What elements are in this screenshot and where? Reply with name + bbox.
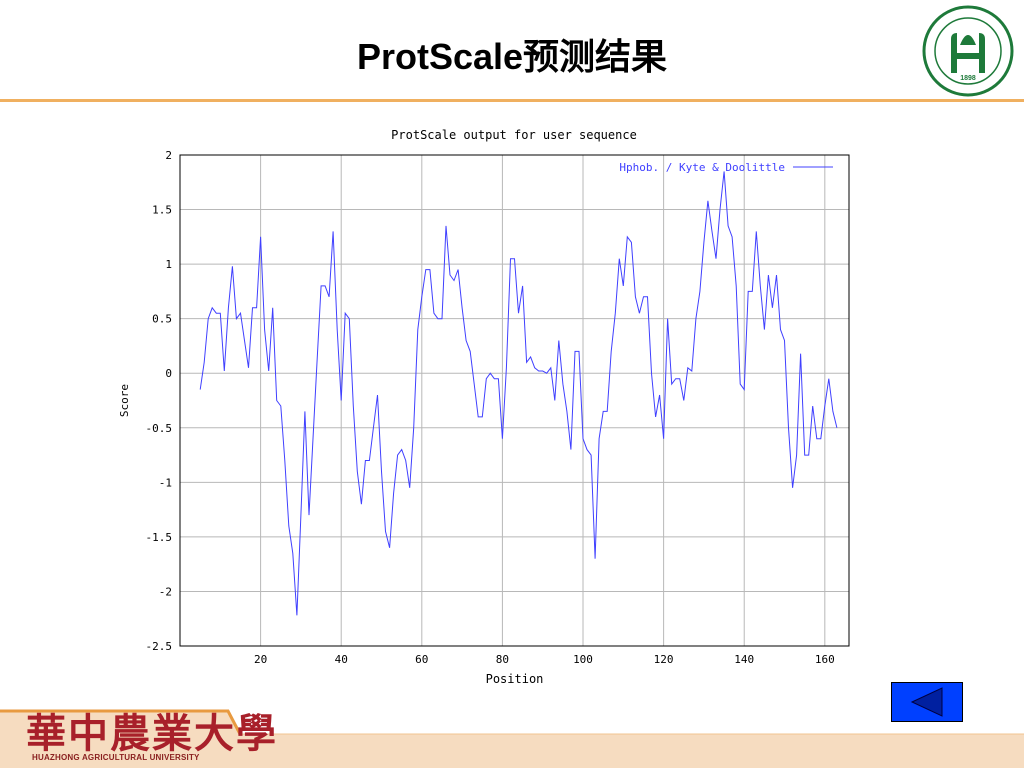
x-tick-label: 100 [573, 653, 593, 666]
title-rule [0, 99, 1024, 102]
university-logo-text: 華中農業大學 [26, 710, 278, 757]
x-tick-label: 20 [254, 653, 267, 666]
slide-title: ProtScale预测结果 [356, 36, 668, 77]
back-button[interactable] [891, 682, 963, 722]
chart-title: ProtScale output for user sequence [391, 128, 637, 142]
university-logo-subtitle: HUAZHONG AGRICULTURAL UNIVERSITY [32, 753, 200, 762]
y-tick-label: -1.5 [146, 531, 173, 544]
y-tick-label: 0 [165, 367, 172, 380]
plot-area [179, 154, 850, 647]
legend: Hphob. / Kyte & Doolittle [619, 161, 833, 174]
y-tick-label: -2 [159, 585, 172, 598]
emblem-year: 1898 [960, 75, 976, 82]
y-tick-label: 1.5 [152, 204, 172, 217]
y-tick-label: -2.5 [146, 640, 173, 653]
y-tick-label: 0.5 [152, 313, 172, 326]
triangle-left-icon [910, 687, 943, 717]
x-tick-label: 60 [415, 653, 428, 666]
y-tick-label: -0.5 [146, 422, 173, 435]
y-tick-label: -1 [159, 476, 172, 489]
x-tick-label: 120 [654, 653, 674, 666]
series-line-0 [199, 171, 838, 616]
x-tick-label: 40 [335, 653, 348, 666]
legend-label: Hphob. / Kyte & Doolittle [619, 161, 785, 174]
x-axis-label: Position [486, 672, 544, 686]
x-tick-label: 140 [734, 653, 754, 666]
x-tick-label: 80 [496, 653, 509, 666]
grid-lines [180, 154, 849, 647]
y-tick-label: 2 [165, 149, 172, 162]
y-axis-label: Score [118, 384, 131, 417]
footer-band [0, 709, 1024, 768]
protscale-chart: ProtScale output for user sequence 20 40 6… [118, 128, 850, 686]
series-group [199, 171, 838, 616]
x-tick-label: 160 [815, 653, 835, 666]
axis-ticks: 20 40 60 80 100 120 140 160 2 1.5 1 0.5 0 -0.5 -1 -1.5 -… [146, 149, 835, 666]
y-tick-label: 1 [165, 258, 172, 271]
university-emblem: 1898 [922, 5, 1014, 97]
